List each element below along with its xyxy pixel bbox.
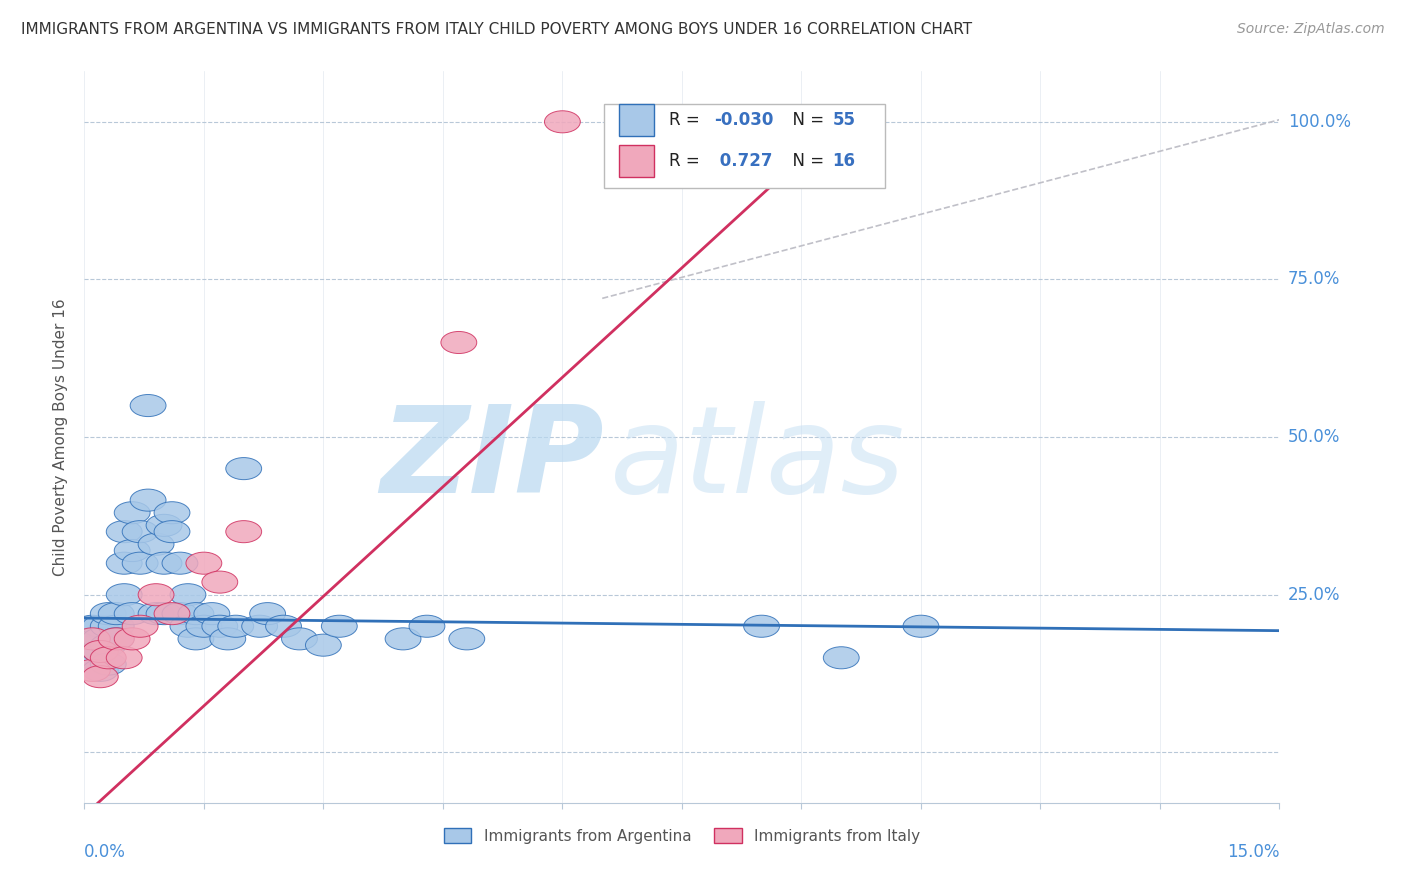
Ellipse shape bbox=[146, 515, 181, 536]
Text: 16: 16 bbox=[832, 152, 855, 169]
Ellipse shape bbox=[107, 647, 142, 669]
Text: 25.0%: 25.0% bbox=[1288, 586, 1340, 604]
Ellipse shape bbox=[83, 640, 118, 663]
Ellipse shape bbox=[107, 521, 142, 542]
Ellipse shape bbox=[155, 603, 190, 624]
Ellipse shape bbox=[122, 521, 157, 542]
Ellipse shape bbox=[122, 615, 157, 637]
Ellipse shape bbox=[131, 489, 166, 511]
Text: R =: R = bbox=[669, 112, 704, 129]
Ellipse shape bbox=[266, 615, 301, 637]
Ellipse shape bbox=[146, 603, 181, 624]
Ellipse shape bbox=[155, 521, 190, 542]
Ellipse shape bbox=[226, 458, 262, 480]
Ellipse shape bbox=[322, 615, 357, 637]
Ellipse shape bbox=[83, 628, 118, 650]
Ellipse shape bbox=[83, 665, 118, 688]
Ellipse shape bbox=[305, 634, 342, 657]
Y-axis label: Child Poverty Among Boys Under 16: Child Poverty Among Boys Under 16 bbox=[53, 298, 69, 576]
Text: N =: N = bbox=[782, 112, 830, 129]
Ellipse shape bbox=[202, 571, 238, 593]
Text: N =: N = bbox=[782, 152, 830, 169]
Text: atlas: atlas bbox=[610, 401, 905, 517]
Ellipse shape bbox=[90, 615, 127, 637]
Text: 0.0%: 0.0% bbox=[84, 843, 127, 861]
Text: R =: R = bbox=[669, 152, 704, 169]
Ellipse shape bbox=[744, 615, 779, 637]
Ellipse shape bbox=[83, 659, 118, 681]
Ellipse shape bbox=[242, 615, 277, 637]
Ellipse shape bbox=[194, 603, 229, 624]
Ellipse shape bbox=[170, 583, 205, 606]
Ellipse shape bbox=[83, 615, 118, 637]
Ellipse shape bbox=[250, 603, 285, 624]
Ellipse shape bbox=[155, 501, 190, 524]
Ellipse shape bbox=[75, 659, 110, 681]
Ellipse shape bbox=[90, 603, 127, 624]
Legend: Immigrants from Argentina, Immigrants from Italy: Immigrants from Argentina, Immigrants fr… bbox=[437, 822, 927, 850]
Ellipse shape bbox=[75, 647, 110, 669]
Ellipse shape bbox=[107, 583, 142, 606]
Ellipse shape bbox=[75, 628, 110, 650]
Ellipse shape bbox=[186, 615, 222, 637]
Ellipse shape bbox=[903, 615, 939, 637]
Ellipse shape bbox=[131, 394, 166, 417]
Ellipse shape bbox=[98, 603, 134, 624]
FancyBboxPatch shape bbox=[619, 145, 654, 177]
Ellipse shape bbox=[544, 111, 581, 133]
Text: IMMIGRANTS FROM ARGENTINA VS IMMIGRANTS FROM ITALY CHILD POVERTY AMONG BOYS UNDE: IMMIGRANTS FROM ARGENTINA VS IMMIGRANTS … bbox=[21, 22, 972, 37]
Ellipse shape bbox=[98, 615, 134, 637]
Ellipse shape bbox=[186, 552, 222, 574]
Ellipse shape bbox=[385, 628, 420, 650]
Ellipse shape bbox=[162, 552, 198, 574]
Ellipse shape bbox=[209, 628, 246, 650]
Ellipse shape bbox=[75, 615, 110, 637]
FancyBboxPatch shape bbox=[605, 104, 886, 188]
FancyBboxPatch shape bbox=[619, 104, 654, 136]
Text: ZIP: ZIP bbox=[381, 401, 605, 517]
Ellipse shape bbox=[179, 603, 214, 624]
Ellipse shape bbox=[138, 603, 174, 624]
Ellipse shape bbox=[138, 583, 174, 606]
Ellipse shape bbox=[162, 603, 198, 624]
Ellipse shape bbox=[90, 653, 127, 675]
Ellipse shape bbox=[449, 628, 485, 650]
Ellipse shape bbox=[441, 332, 477, 353]
Ellipse shape bbox=[409, 615, 444, 637]
Ellipse shape bbox=[824, 647, 859, 669]
Ellipse shape bbox=[202, 615, 238, 637]
Ellipse shape bbox=[98, 628, 134, 650]
Ellipse shape bbox=[218, 615, 253, 637]
Text: 100.0%: 100.0% bbox=[1288, 112, 1351, 131]
Ellipse shape bbox=[138, 533, 174, 556]
Ellipse shape bbox=[281, 628, 318, 650]
Ellipse shape bbox=[90, 634, 127, 657]
Text: 55: 55 bbox=[832, 112, 855, 129]
Ellipse shape bbox=[114, 540, 150, 562]
Ellipse shape bbox=[90, 647, 127, 669]
Text: -0.030: -0.030 bbox=[714, 112, 773, 129]
Text: 15.0%: 15.0% bbox=[1227, 843, 1279, 861]
Ellipse shape bbox=[98, 628, 134, 650]
Ellipse shape bbox=[170, 615, 205, 637]
Ellipse shape bbox=[226, 521, 262, 542]
Text: 75.0%: 75.0% bbox=[1288, 270, 1340, 288]
Text: 50.0%: 50.0% bbox=[1288, 428, 1340, 446]
Text: 0.727: 0.727 bbox=[714, 152, 773, 169]
Ellipse shape bbox=[122, 552, 157, 574]
Ellipse shape bbox=[83, 640, 118, 663]
Ellipse shape bbox=[114, 603, 150, 624]
Ellipse shape bbox=[114, 501, 150, 524]
Ellipse shape bbox=[146, 552, 181, 574]
Ellipse shape bbox=[75, 628, 110, 650]
Text: Source: ZipAtlas.com: Source: ZipAtlas.com bbox=[1237, 22, 1385, 37]
Ellipse shape bbox=[114, 628, 150, 650]
Ellipse shape bbox=[107, 552, 142, 574]
Ellipse shape bbox=[179, 628, 214, 650]
